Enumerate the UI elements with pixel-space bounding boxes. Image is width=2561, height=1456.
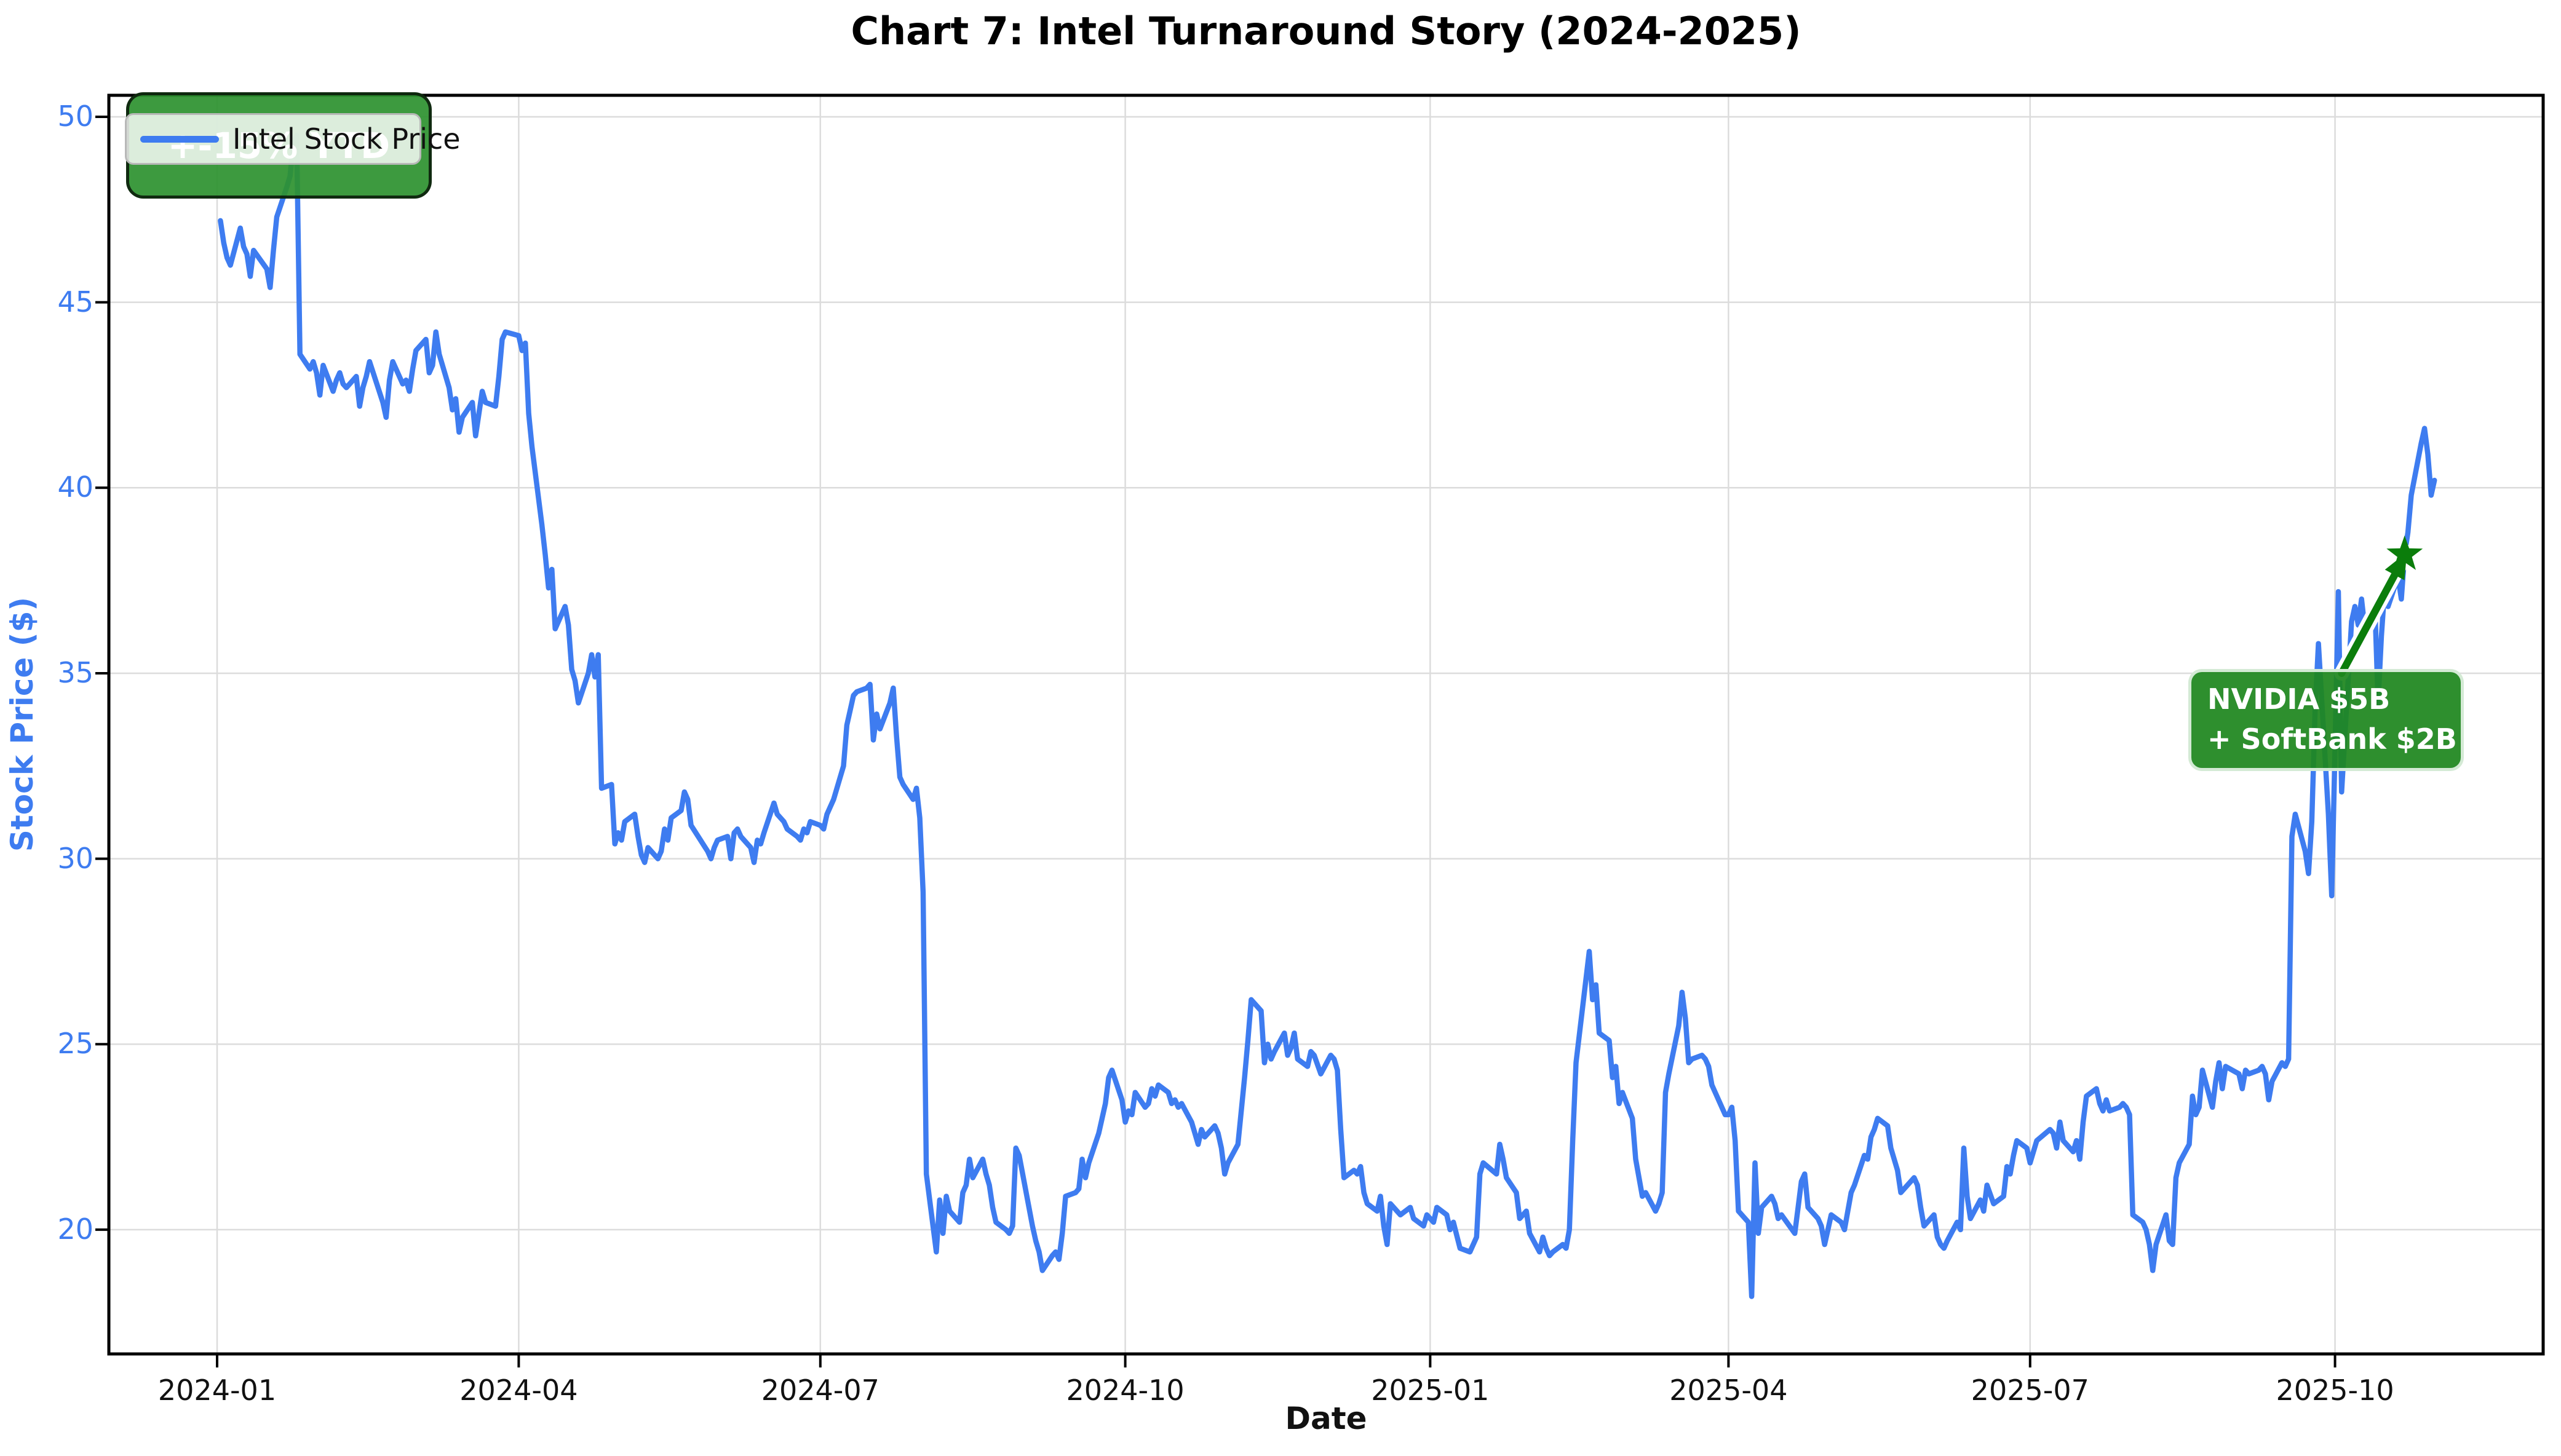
legend-label: Intel Stock Price xyxy=(232,122,461,156)
annotation-arrow xyxy=(2338,571,2399,677)
plot-border xyxy=(107,93,2545,1356)
x-tick-label: 2024-01 xyxy=(157,1374,277,1407)
y-tick-label: 50 xyxy=(57,100,93,133)
y-tick-label: 30 xyxy=(57,841,93,875)
price-line xyxy=(218,132,2437,1299)
x-tick-label: 2025-07 xyxy=(1971,1374,2089,1407)
x-tick-label: 2024-07 xyxy=(761,1374,879,1407)
y-tick-label: 20 xyxy=(57,1212,93,1246)
x-tick-label: 2024-10 xyxy=(1066,1374,1185,1407)
legend-line-swatch xyxy=(140,135,219,143)
x-tick-label: 2025-04 xyxy=(1669,1374,1788,1407)
nvidia-annotation-line2: + SoftBank $2B xyxy=(2207,722,2457,756)
y-tick-label: 40 xyxy=(57,470,93,504)
x-axis-label: Date xyxy=(1285,1401,1367,1436)
y-tick-label: 45 xyxy=(57,285,93,318)
y-tick-label: 25 xyxy=(57,1027,93,1061)
event-star-icon xyxy=(2386,535,2423,570)
x-tick-label: 2024-04 xyxy=(459,1374,578,1407)
chart-title: Chart 7: Intel Turnaround Story (2024-20… xyxy=(851,9,1801,53)
legend: Intel Stock Price xyxy=(125,113,461,165)
nvidia-annotation-line1: NVIDIA $5B xyxy=(2207,682,2391,716)
x-tick-label: 2025-10 xyxy=(2276,1374,2394,1407)
nvidia-annotation-box: NVIDIA $5B + SoftBank $2B xyxy=(2188,669,2464,771)
x-tick-label: 2025-01 xyxy=(1371,1374,1490,1407)
y-tick-label: 35 xyxy=(57,655,93,689)
